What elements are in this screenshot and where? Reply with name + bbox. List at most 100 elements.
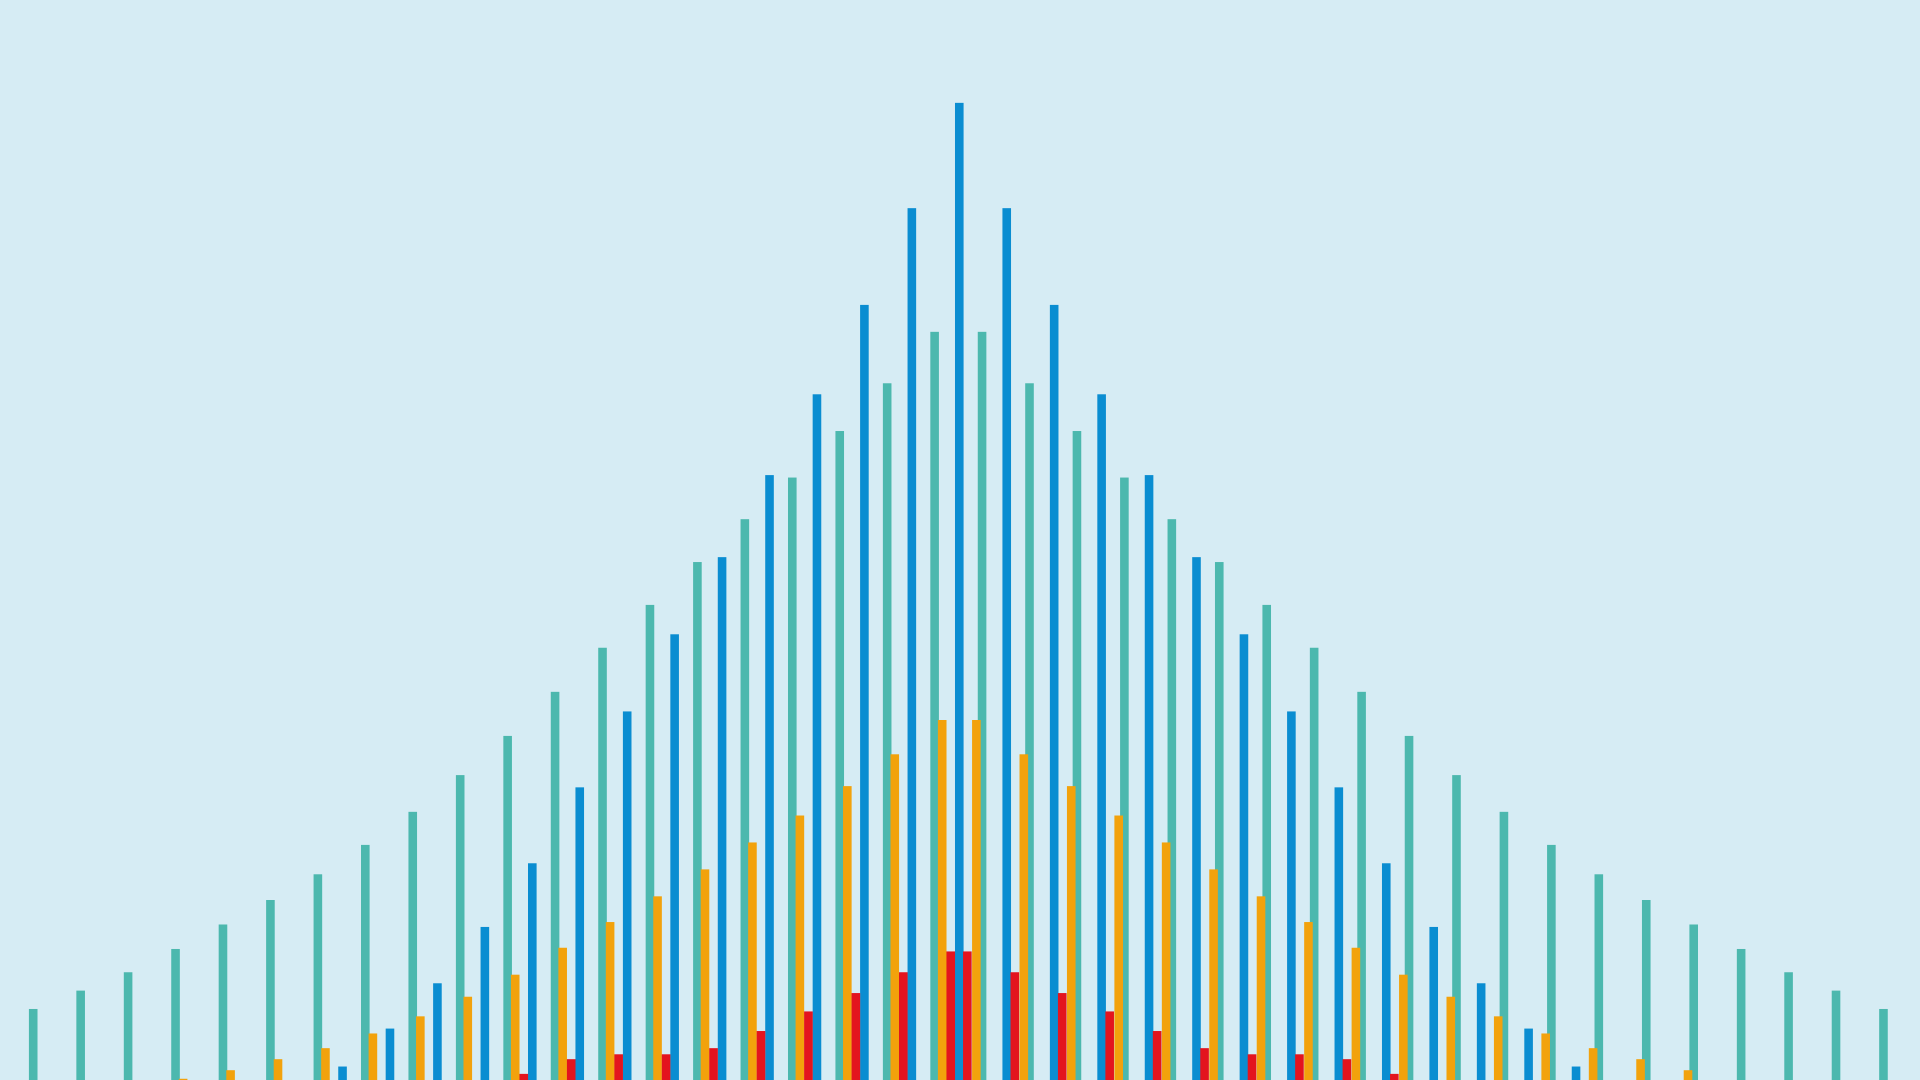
bar: [76, 990, 85, 1080]
bar: [907, 208, 917, 1080]
bar: [1342, 1059, 1352, 1080]
bar: [1571, 1066, 1581, 1080]
bar: [385, 1028, 395, 1080]
bar: [361, 844, 370, 1080]
bar: [1072, 431, 1082, 1080]
bar: [1689, 924, 1698, 1080]
bar: [1381, 863, 1391, 1080]
bar: [1493, 1016, 1503, 1080]
bar: [1309, 647, 1319, 1080]
bar: [748, 842, 757, 1080]
bar: [1120, 477, 1129, 1080]
bar: [899, 972, 908, 1080]
bar: [171, 948, 180, 1080]
bar: [1097, 394, 1106, 1080]
bar: [1214, 562, 1224, 1080]
bar: [972, 720, 981, 1080]
bar: [661, 1054, 671, 1080]
bar: [408, 811, 418, 1080]
bar: [700, 869, 710, 1080]
bar: [851, 993, 861, 1080]
bar: [463, 996, 473, 1080]
bar: [1524, 1028, 1533, 1080]
bar: [1736, 948, 1746, 1080]
bar: [1429, 926, 1439, 1080]
bar: [1262, 604, 1272, 1080]
bar: [455, 775, 465, 1080]
bar: [843, 786, 852, 1080]
bar: [812, 394, 822, 1080]
bar: [946, 951, 956, 1080]
bar: [1683, 1070, 1693, 1080]
bar: [480, 926, 490, 1080]
bar: [226, 1070, 235, 1080]
bar: [795, 815, 805, 1080]
bar: [1499, 811, 1509, 1080]
bar: [1784, 972, 1793, 1080]
bar: [1547, 844, 1556, 1080]
bar: [528, 863, 537, 1080]
bar: [28, 1008, 38, 1080]
bar: [890, 754, 900, 1080]
bar: [717, 557, 727, 1080]
bar: [1641, 900, 1651, 1080]
bar: [1594, 874, 1604, 1080]
bar: [605, 922, 615, 1080]
bar: [1010, 972, 1020, 1080]
bar: [1057, 993, 1067, 1080]
bar: [368, 1033, 378, 1080]
bar: [709, 1048, 718, 1080]
bar: [313, 874, 323, 1080]
bar: [1879, 1008, 1888, 1080]
bar: [1192, 557, 1201, 1080]
bar: [860, 304, 869, 1080]
bar: [1588, 1048, 1598, 1080]
bar: [503, 735, 512, 1080]
bar: [519, 1073, 529, 1080]
bar: [598, 647, 607, 1080]
bar: [218, 924, 228, 1080]
bar: [1357, 691, 1366, 1080]
bar: [622, 711, 632, 1080]
bar: [756, 1031, 766, 1080]
bar: [787, 477, 797, 1080]
bar: [1452, 775, 1461, 1080]
bar: [338, 1066, 347, 1080]
bar: [566, 1059, 576, 1080]
bar: [1114, 815, 1123, 1080]
bar: [1541, 1033, 1550, 1080]
bar: [1446, 996, 1456, 1080]
bar: [804, 1011, 813, 1080]
bar: [575, 787, 585, 1080]
bar: [1636, 1059, 1645, 1080]
bar: [1167, 519, 1177, 1080]
bar: [1404, 735, 1414, 1080]
bar: [273, 1059, 283, 1080]
bar: [558, 947, 567, 1080]
bar: [1049, 304, 1059, 1080]
bar: [977, 331, 987, 1080]
bar: [1200, 1048, 1209, 1080]
bar: [1152, 1031, 1162, 1080]
bar: [1066, 786, 1076, 1080]
bar: [550, 691, 560, 1080]
bar: [1287, 711, 1296, 1080]
bar: [1144, 475, 1154, 1080]
bar: [653, 896, 662, 1080]
bar: [321, 1048, 330, 1080]
bar: [1831, 990, 1841, 1080]
bar: [937, 720, 947, 1080]
bar: [1105, 1011, 1114, 1080]
bar: [433, 983, 442, 1080]
bar: [1209, 869, 1218, 1080]
bar: [1256, 896, 1266, 1080]
bar: [1025, 383, 1034, 1080]
bar: [882, 383, 892, 1080]
bar: [1399, 974, 1408, 1080]
bar: [954, 102, 964, 1080]
bar: [740, 519, 750, 1080]
bar: [266, 900, 275, 1080]
bar: [963, 951, 972, 1080]
